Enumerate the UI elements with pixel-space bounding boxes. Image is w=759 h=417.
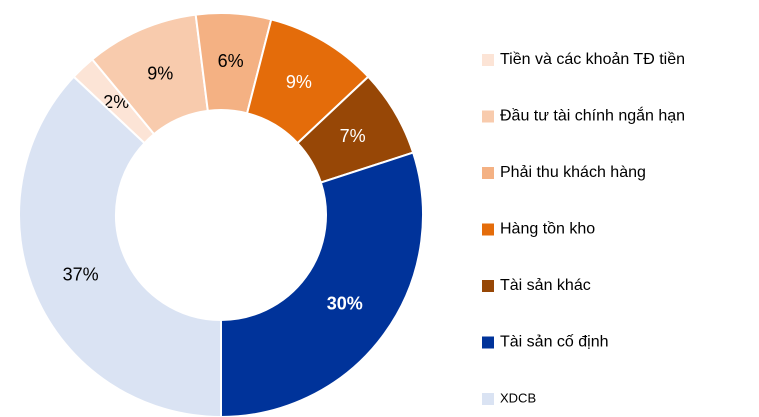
legend-swatch	[482, 393, 494, 405]
data-label: 37%	[63, 265, 99, 285]
legend-swatch	[482, 223, 494, 236]
data-label: 9%	[286, 72, 312, 92]
data-label: 9%	[147, 63, 173, 83]
legend-swatch	[482, 336, 494, 349]
legend-swatch	[482, 167, 494, 179]
legend-label: Tài sản cố định	[500, 334, 609, 351]
legend-label: Tài sản khác	[500, 277, 591, 294]
legend-label: Tiền và các khoản TĐ tiền	[500, 51, 685, 68]
legend-swatch	[482, 110, 494, 123]
legend-swatch	[482, 280, 494, 292]
legend-label: Đầu tư tài chính ngắn hạn	[500, 106, 685, 125]
donut-slice	[18, 75, 222, 417]
donut-slice	[220, 151, 424, 417]
legend-swatch	[482, 54, 494, 66]
data-label: 7%	[340, 126, 366, 146]
data-label: 6%	[218, 51, 244, 71]
legend-label: XDCB	[500, 390, 536, 405]
legend-label: Hàng tồn kho	[500, 221, 595, 238]
legend-label: Phải thu khách hàng	[500, 164, 646, 181]
data-label: 30%	[327, 294, 363, 314]
